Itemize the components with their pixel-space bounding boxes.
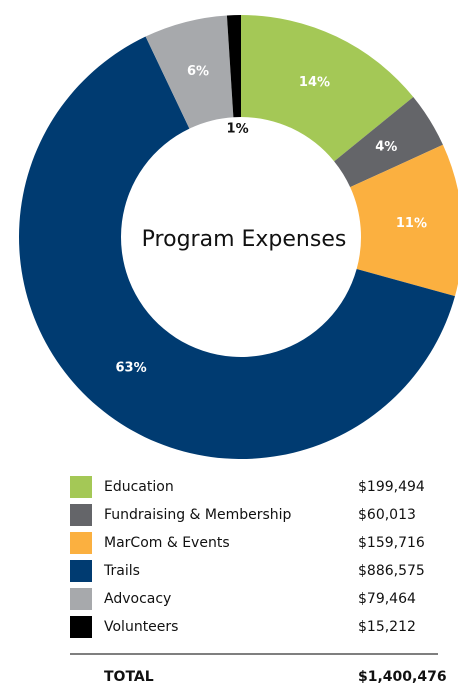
slice — [350, 144, 458, 297]
legend-swatch — [70, 504, 92, 526]
legend-label: Trails — [103, 563, 140, 579]
legend-swatch — [70, 616, 92, 638]
legend-amount: $15,212 — [358, 619, 416, 635]
legend-label: Advocacy — [104, 591, 171, 607]
legend-amount: $60,013 — [358, 507, 416, 523]
slice — [18, 36, 455, 460]
legend-label: Fundraising & Membership — [104, 507, 292, 523]
legend-label: MarCom & Events — [104, 535, 230, 551]
legend-label: Education — [104, 479, 174, 495]
slice-label: 1% — [227, 122, 249, 137]
slice-label: 63% — [116, 360, 147, 375]
slice-label: 14% — [299, 75, 330, 90]
legend-swatch — [70, 476, 92, 498]
legend-amount: $79,464 — [358, 591, 416, 607]
slice — [145, 15, 234, 129]
legend-swatch — [70, 532, 92, 554]
total-amount: $1,400,476 — [358, 669, 447, 685]
donut — [18, 15, 458, 460]
total-label: TOTAL — [104, 669, 154, 685]
slice — [241, 15, 414, 162]
legend-swatch — [70, 588, 92, 610]
legend-amount: $159,716 — [358, 535, 425, 551]
legend-label: Volunteers — [104, 619, 178, 635]
legend-amount: $886,575 — [358, 563, 425, 579]
legend-amount: $199,494 — [358, 479, 425, 495]
center-label: Program Expenses — [142, 227, 347, 252]
slice — [334, 97, 443, 188]
legend-swatch — [70, 560, 92, 582]
slice-label: 6% — [187, 64, 209, 79]
slice — [226, 15, 241, 118]
slice-label: 11% — [396, 216, 427, 231]
slice-label: 4% — [375, 139, 397, 154]
